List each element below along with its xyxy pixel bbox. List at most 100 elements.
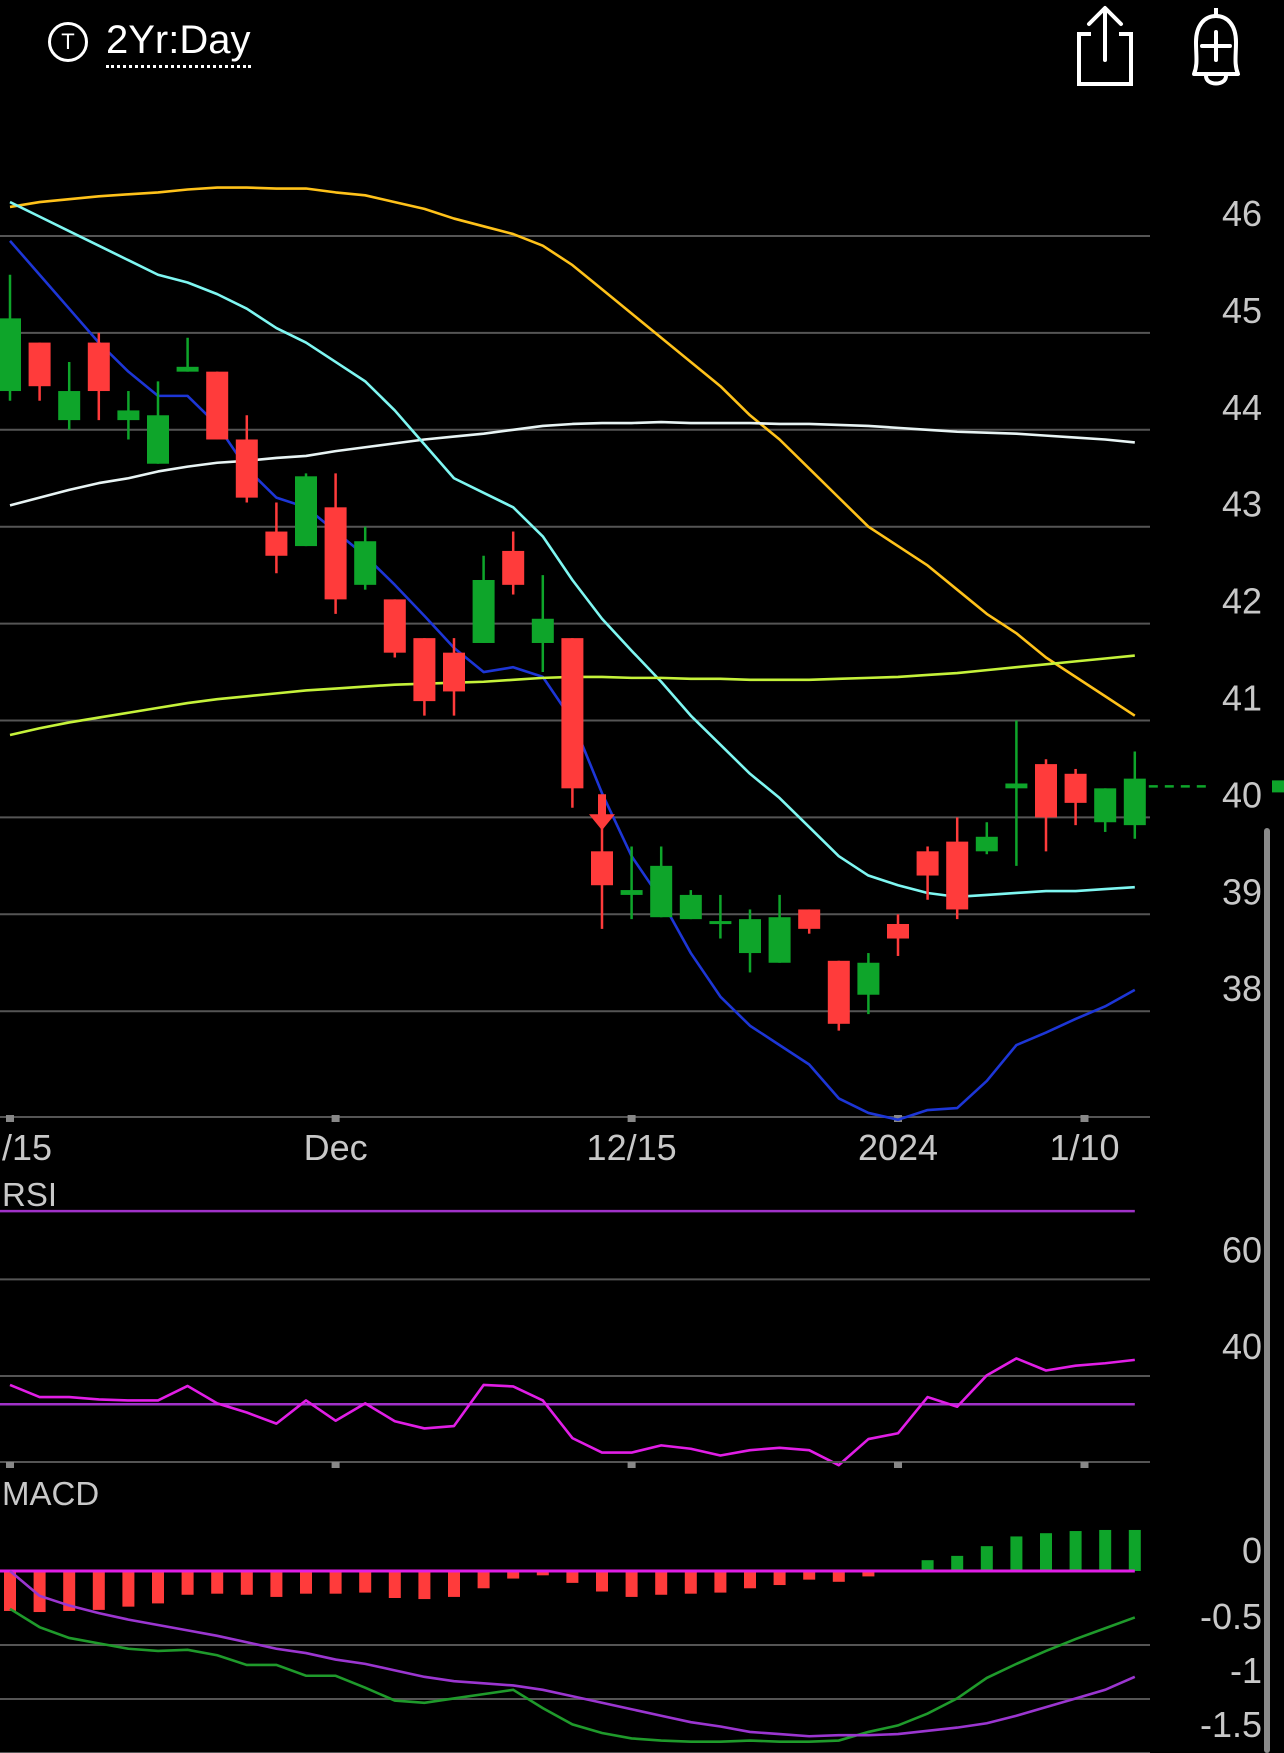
candle-body: [1035, 764, 1057, 818]
candle-body: [117, 410, 140, 421]
candle-body: [324, 507, 347, 600]
candle-body: [739, 919, 761, 954]
macd-histogram-bar: [1128, 1529, 1141, 1571]
last-price-marker: [1272, 780, 1284, 793]
candle: [768, 894, 791, 963]
candle: [58, 361, 81, 430]
macd-histogram-bar: [655, 1571, 668, 1595]
candle-body: [354, 541, 377, 585]
rsi-axis-label: 40: [1222, 1326, 1262, 1367]
candle: [472, 555, 495, 643]
macd-histogram-bar: [832, 1571, 845, 1582]
timeframe-selector[interactable]: 2Yr:Day: [106, 18, 251, 68]
candle-body: [413, 638, 436, 702]
candle-body: [206, 371, 229, 440]
candle-body: [265, 531, 288, 556]
macd-histogram-bar: [1010, 1536, 1023, 1571]
share-icon[interactable]: [1075, 4, 1137, 88]
candle-body: [975, 836, 998, 852]
candle: [0, 274, 21, 401]
candle: [354, 526, 377, 590]
candle: [561, 638, 584, 808]
rsi-title: RSI: [2, 1176, 57, 1213]
macd-histogram-bar: [803, 1571, 816, 1580]
candle-body: [620, 890, 643, 895]
macd-histogram-bar: [270, 1571, 283, 1597]
candle: [28, 342, 51, 401]
candle-body: [857, 962, 880, 995]
macd-histogram-bar: [744, 1571, 756, 1589]
candle-body: [87, 342, 110, 392]
time-axis-tick: [1080, 1115, 1089, 1122]
macd-histogram-bar: [477, 1571, 490, 1589]
candle-body: [827, 960, 850, 1024]
candle: [383, 599, 406, 658]
macd-histogram-bar: [418, 1571, 431, 1600]
candle-body: [946, 841, 969, 910]
candle-body: [58, 391, 81, 421]
macd-line: [9, 1607, 1136, 1743]
alert-bell-icon[interactable]: [1182, 4, 1250, 88]
candle-body: [709, 921, 732, 925]
price-axis-label: 39: [1222, 871, 1262, 912]
macd-histogram-bar: [921, 1560, 934, 1571]
macd-histogram-bar: [92, 1571, 105, 1610]
macd-histogram-bar: [714, 1571, 727, 1593]
candle-body: [443, 652, 465, 692]
macd-histogram-bar: [211, 1571, 224, 1594]
candle: [87, 332, 110, 421]
candle: [1035, 759, 1057, 852]
candle: [887, 914, 909, 956]
macd-histogram-bar: [507, 1571, 520, 1579]
rsi-line: [9, 1357, 1135, 1467]
rsi-axis-tick: [627, 1462, 636, 1468]
scrollbar: [1264, 828, 1270, 1753]
macd-histogram-bar: [773, 1571, 786, 1586]
macd-histogram-bar: [359, 1571, 372, 1593]
macd-histogram-bar: [566, 1571, 579, 1583]
macd-histogram-bar: [181, 1571, 194, 1595]
candle: [117, 391, 140, 440]
candle-body: [383, 599, 406, 653]
candle-body: [887, 923, 909, 939]
candle: [531, 575, 554, 673]
candle-body: [176, 366, 199, 372]
price-axis-label: 44: [1222, 387, 1262, 428]
rsi-axis-tick: [1080, 1462, 1089, 1468]
candle: [975, 822, 998, 855]
macd-axis-label: -1: [1230, 1650, 1262, 1691]
candle: [650, 846, 673, 918]
macd-title: MACD: [2, 1475, 99, 1512]
candle-body: [561, 638, 584, 789]
candle-body: [1094, 788, 1117, 823]
candle-body: [147, 415, 169, 464]
macd-histogram-bar: [684, 1571, 697, 1594]
moving-average-line: [9, 186, 1136, 717]
candle-body: [28, 342, 51, 387]
price-axis-label: 46: [1222, 193, 1262, 234]
candle: [324, 473, 347, 614]
candle-body: [295, 476, 317, 547]
timeframe-icon[interactable]: T: [48, 22, 88, 62]
macd-histogram-bar: [596, 1571, 608, 1592]
candle: [709, 894, 732, 939]
macd-histogram-bar: [33, 1571, 46, 1613]
moving-average-line: [9, 420, 1135, 507]
candle: [946, 817, 969, 920]
time-axis-label: 12/15: [587, 1127, 677, 1168]
price-axis-label: 43: [1222, 484, 1262, 525]
rsi-axis-label: 60: [1222, 1229, 1262, 1270]
candle: [502, 531, 525, 595]
macd-axis-label: 0: [1242, 1530, 1262, 1571]
price-axis-label: 45: [1222, 290, 1262, 331]
candle: [916, 846, 939, 900]
candle: [1094, 788, 1117, 832]
time-axis-tick: [331, 1115, 340, 1122]
macd-histogram-bar: [625, 1571, 638, 1597]
candle: [679, 890, 702, 920]
candle-body: [1123, 778, 1146, 826]
candle: [1005, 720, 1028, 866]
macd-histogram-bar: [4, 1571, 16, 1611]
candle: [620, 846, 643, 920]
